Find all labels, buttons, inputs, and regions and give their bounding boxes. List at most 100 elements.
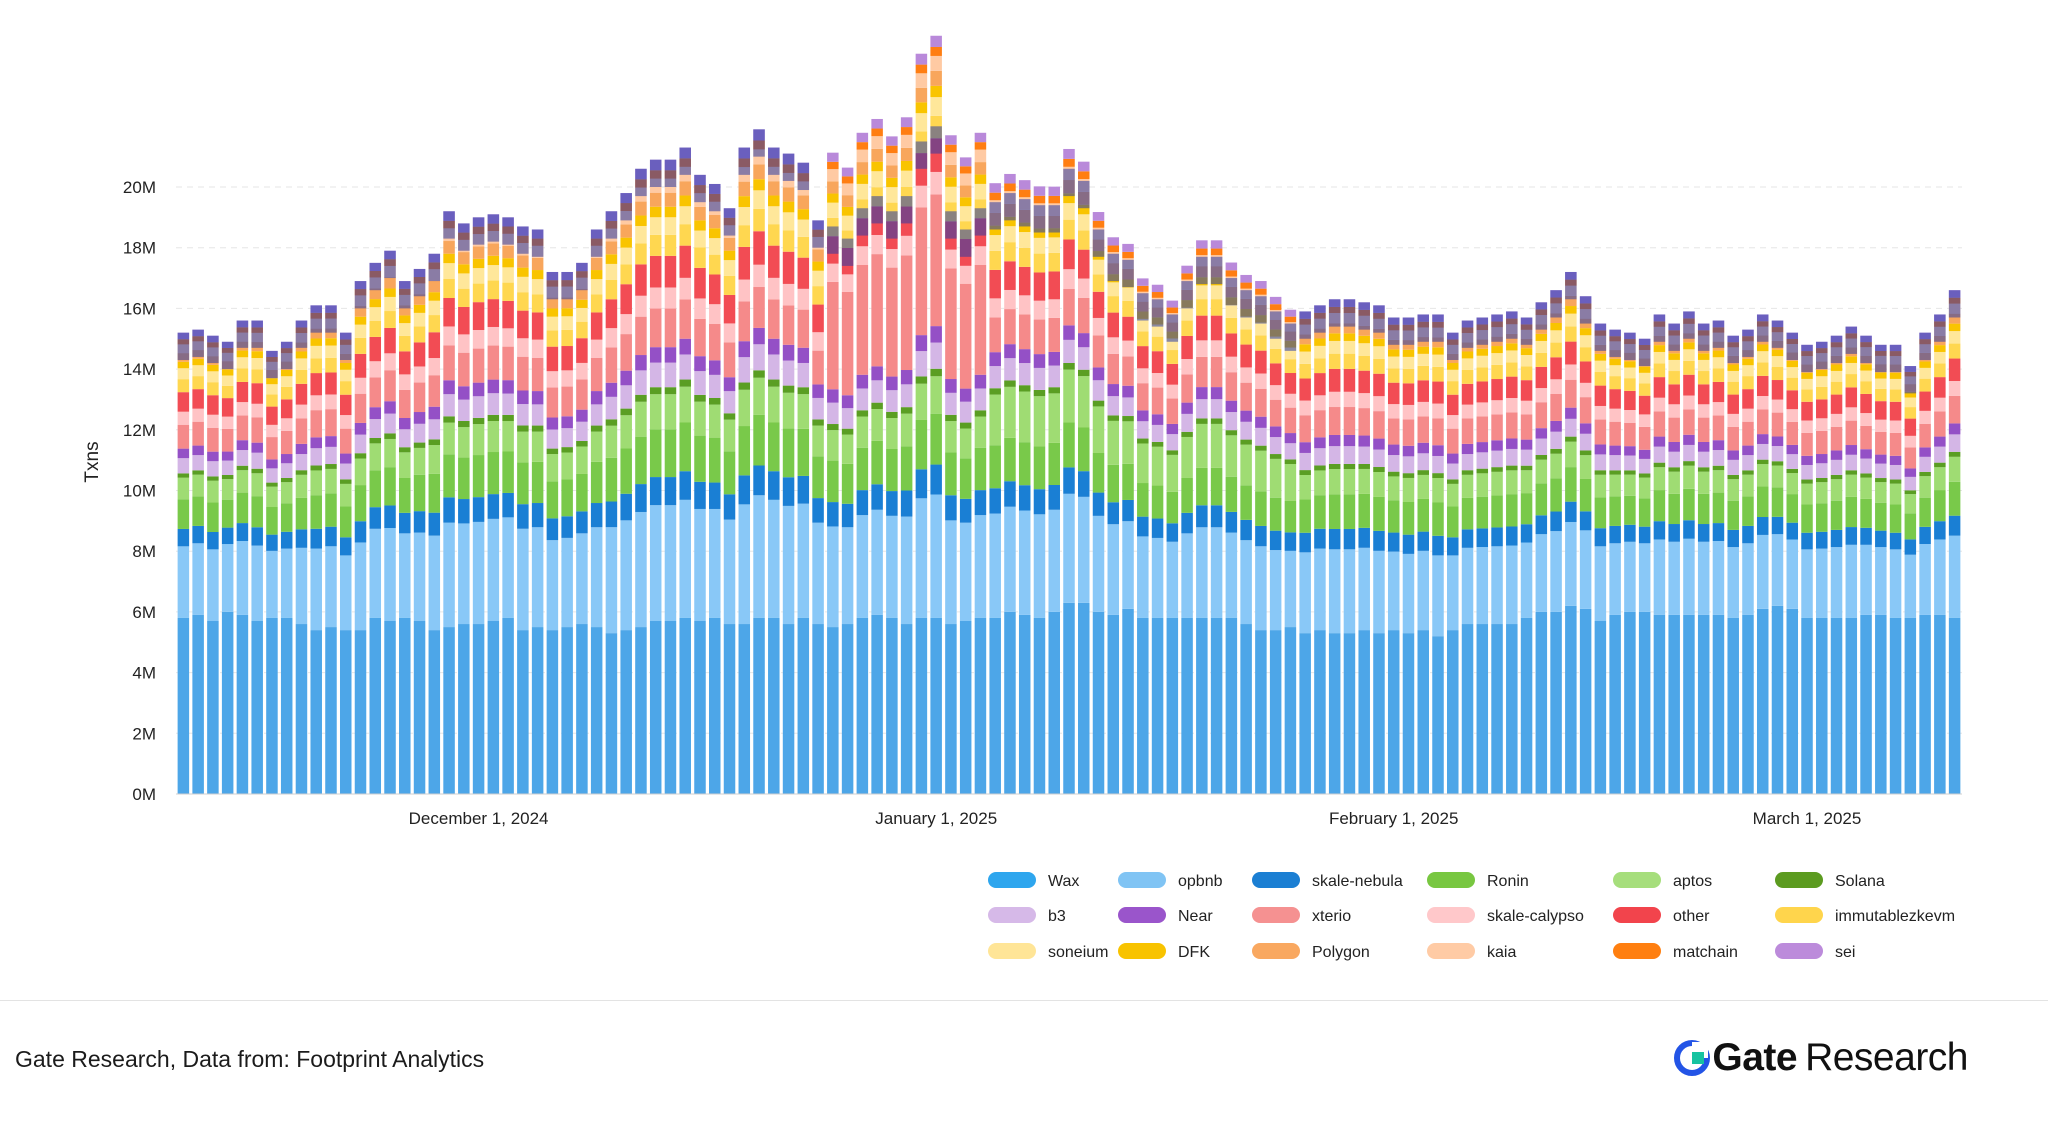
bar-segment-wax xyxy=(192,614,204,794)
bar-segment-sei xyxy=(871,118,883,129)
bar-segment-wax xyxy=(590,627,603,794)
bar-segment-soneium xyxy=(561,316,573,330)
bar-segment-wax xyxy=(1107,614,1120,794)
bar-segment-solana xyxy=(1358,463,1370,469)
bar-cap xyxy=(1491,314,1503,342)
bar-segment-wax xyxy=(679,617,691,794)
bar-segment-solana xyxy=(1417,470,1429,475)
bar-segment-xterio xyxy=(399,389,411,418)
bar-segment-b3 xyxy=(1092,380,1105,401)
bar-segment-skale-nebula xyxy=(915,469,928,499)
legend-swatch xyxy=(1252,907,1300,923)
bar-segment-opbnb xyxy=(1048,509,1060,612)
bar-segment-immutablezkevm xyxy=(738,225,751,247)
bar-segment-immutablezkevm xyxy=(664,234,677,256)
bar-segment-polygon xyxy=(517,255,529,268)
bar-segment-ronin xyxy=(1373,496,1385,531)
bar-segment-b3 xyxy=(266,468,278,483)
bar-segment-soneium xyxy=(768,206,780,225)
bar-segment-immutablezkevm xyxy=(325,357,337,373)
bar-segment-ronin xyxy=(856,447,869,491)
bar-segment-near xyxy=(1314,437,1326,449)
bar-segment-skale-nebula xyxy=(1387,532,1400,552)
bar-segment-xterio xyxy=(1668,417,1680,442)
source-caption: Gate Research, Data from: Footprint Anal… xyxy=(15,1046,485,1072)
bar-segment-xterio xyxy=(1122,356,1134,386)
bar-segment-dfk xyxy=(1078,204,1090,215)
bar-segment-b3 xyxy=(502,393,514,415)
bar-segment-skale-nebula xyxy=(1565,501,1577,522)
bar-segment-sei xyxy=(1137,278,1149,286)
bar-segment-polygon xyxy=(738,181,751,197)
bar-segment-skale-calypso xyxy=(192,408,204,422)
bar-segment-wax xyxy=(1343,633,1356,794)
bar-segment-xterio xyxy=(959,283,972,389)
bar-segment-polygon xyxy=(635,201,647,216)
bar-segment-solana xyxy=(945,414,957,422)
bar-segment-solana xyxy=(236,465,249,471)
bar-segment-dfk xyxy=(1402,349,1415,357)
bar-segment-soneium xyxy=(1727,370,1739,382)
bar-segment-skale-calypso xyxy=(1447,415,1459,429)
bar-segment-aptos xyxy=(1520,470,1533,494)
bar-segment-near xyxy=(280,454,293,464)
bar-cap xyxy=(561,271,573,300)
bar-segment-soneium xyxy=(325,345,337,358)
bar-segment-skale-nebula xyxy=(1624,524,1636,542)
bar-segment-immutablezkevm xyxy=(1919,378,1931,392)
bar-segment-xterio xyxy=(1432,418,1444,446)
bar-segment-sei xyxy=(1269,296,1282,305)
bar-segment-wax xyxy=(1181,617,1193,794)
bar-segment-wax xyxy=(1432,636,1444,794)
bar-cap xyxy=(827,226,839,254)
bar-segment-immutablezkevm xyxy=(1697,371,1710,385)
bar-segment-b3 xyxy=(738,357,751,383)
bar-segment-solana xyxy=(339,479,352,484)
bar-cap xyxy=(221,341,234,370)
bar-segment-other xyxy=(1240,344,1252,368)
bar-segment-dfk xyxy=(664,206,677,218)
bar-segment-dfk xyxy=(605,254,618,264)
bar-segment-b3 xyxy=(1638,458,1651,474)
bar-segment-aptos xyxy=(1712,470,1725,493)
bar-segment-b3 xyxy=(1653,446,1666,463)
bar-segment-xterio xyxy=(649,308,662,348)
bar-segment-near xyxy=(1801,455,1813,465)
bar-cap xyxy=(428,253,441,282)
bar-segment-skale-nebula xyxy=(1328,528,1341,550)
bar-segment-wax xyxy=(1225,617,1238,794)
bar-segment-solana xyxy=(1373,467,1385,472)
bar-segment-ronin xyxy=(1948,481,1961,516)
bar-segment-solana xyxy=(1048,387,1060,394)
bar-segment-immutablezkevm xyxy=(207,382,219,396)
bar-segment-b3 xyxy=(620,385,632,409)
bar-segment-skale-calypso xyxy=(399,374,411,390)
bar-segment-near xyxy=(1934,436,1946,447)
bar-segment-sei xyxy=(900,117,913,128)
bar-segment-skale-nebula xyxy=(635,484,647,512)
bar-segment-dfk xyxy=(738,196,751,208)
bar-segment-skale-nebula xyxy=(1240,519,1252,541)
bar-segment-other xyxy=(1033,272,1046,301)
bar-segment-skale-calypso xyxy=(1594,405,1607,420)
bar-segment-dfk xyxy=(723,250,736,261)
bar-segment-aptos xyxy=(236,470,249,493)
bar-segment-wax xyxy=(1137,617,1149,794)
bar-segment-xterio xyxy=(251,417,263,443)
bar-segment-immutablezkevm xyxy=(177,379,190,393)
bar-segment-aptos xyxy=(1609,474,1621,497)
bar-segment-opbnb xyxy=(635,511,647,628)
bar-segment-xterio xyxy=(502,346,514,381)
bar-segment-aptos xyxy=(871,409,883,441)
legend-swatch xyxy=(1775,943,1823,959)
bar-segment-ronin xyxy=(1048,442,1060,485)
legend-label: aptos xyxy=(1673,873,1712,890)
bar-segment-opbnb xyxy=(1506,545,1518,625)
bar-segment-ronin xyxy=(266,506,278,535)
bar-segment-ronin xyxy=(339,506,352,538)
bar-segment-dfk xyxy=(1314,338,1326,346)
bar-segment-immutablezkevm xyxy=(1048,252,1060,272)
bar-segment-wax xyxy=(1653,614,1666,794)
bar-segment-b3 xyxy=(1447,463,1459,480)
